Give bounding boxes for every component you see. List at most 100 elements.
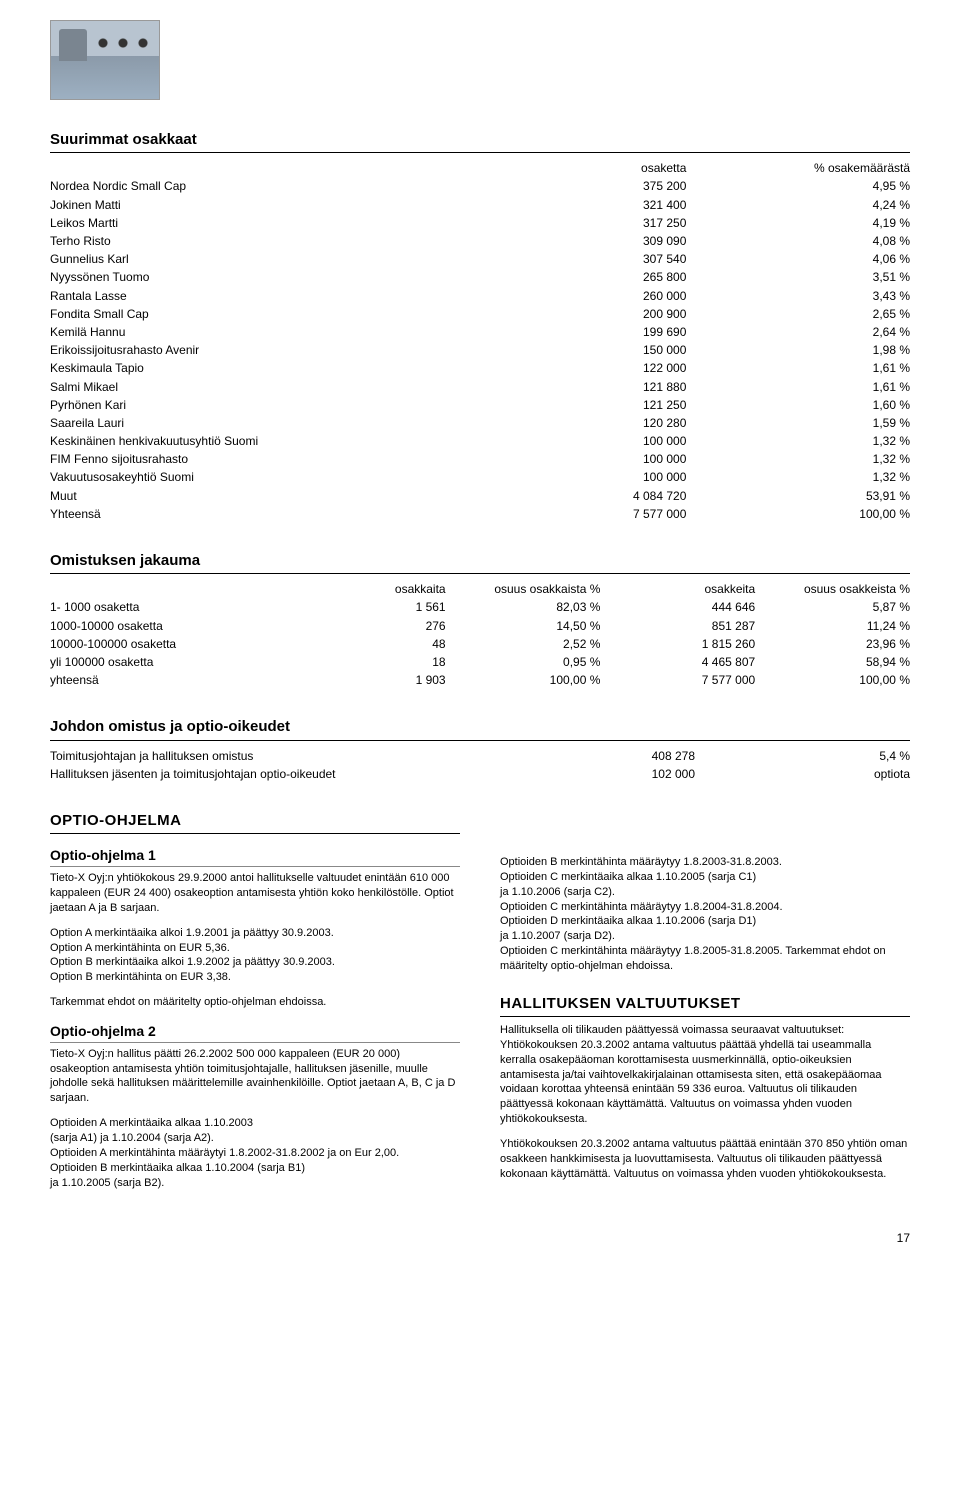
table-row: Rantala Lasse260 0003,43 % xyxy=(50,287,910,305)
auth-para-b: Yhtiökokouksen 20.3.2002 antama valtuutu… xyxy=(500,1137,910,1182)
table-cell: 121 250 xyxy=(463,396,687,414)
table-row: Fondita Small Cap200 9002,65 % xyxy=(50,305,910,323)
mgmt-title: Johdon omistus ja optio-oikeudet xyxy=(50,717,910,740)
table-cell: 1,59 % xyxy=(686,414,910,432)
table-cell: 1,60 % xyxy=(686,396,910,414)
table-cell: 0,95 % xyxy=(446,653,601,671)
table-cell: 260 000 xyxy=(463,287,687,305)
table-cell: 276 xyxy=(291,617,446,635)
table-cell: Toimitusjohtajan ja hallituksen omistus xyxy=(50,747,523,765)
table-header: osuus osakkeista % xyxy=(755,580,910,598)
table-row: Keskinäinen henkivakuutusyhtiö Suomi100 … xyxy=(50,432,910,450)
table-row: FIM Fenno sijoitusrahasto100 0001,32 % xyxy=(50,450,910,468)
table-cell: Salmi Mikael xyxy=(50,378,463,396)
header-photo xyxy=(50,20,160,100)
table-cell: 10000-100000 osaketta xyxy=(50,635,291,653)
table-cell: Nordea Nordic Small Cap xyxy=(50,177,463,195)
table-row: yhteensä1 903100,00 %7 577 000100,00 % xyxy=(50,671,910,689)
table-cell: 1 815 260 xyxy=(600,635,755,653)
table-cell: 122 000 xyxy=(463,359,687,377)
table-header xyxy=(50,580,291,598)
table-cell: Keskinäinen henkivakuutusyhtiö Suomi xyxy=(50,432,463,450)
table-cell: Pyrhönen Kari xyxy=(50,396,463,414)
table-cell: 321 400 xyxy=(463,196,687,214)
table-cell: 5,87 % xyxy=(755,598,910,616)
table-row: Keskimaula Tapio122 0001,61 % xyxy=(50,359,910,377)
table-cell: 4,95 % xyxy=(686,177,910,195)
table-header: osakkeita xyxy=(600,580,755,598)
table-cell: 2,52 % xyxy=(446,635,601,653)
table-cell: 100 000 xyxy=(463,432,687,450)
table-header: osakkaita xyxy=(291,580,446,598)
table-row: Nordea Nordic Small Cap375 2004,95 % xyxy=(50,177,910,195)
table-cell: Keskimaula Tapio xyxy=(50,359,463,377)
auth-heading: HALLITUKSEN VALTUUTUKSET xyxy=(500,994,910,1017)
table-cell: 121 880 xyxy=(463,378,687,396)
table-cell: optiota xyxy=(695,765,910,783)
table-row: 1000-10000 osaketta27614,50 %851 28711,2… xyxy=(50,617,910,635)
table-row: Jokinen Matti321 4004,24 % xyxy=(50,196,910,214)
table-row: Vakuutusosakeyhtiö Suomi100 0001,32 % xyxy=(50,468,910,486)
table-cell: 200 900 xyxy=(463,305,687,323)
table-cell: Erikoissijoitusrahasto Avenir xyxy=(50,341,463,359)
table-row: Pyrhönen Kari121 2501,60 % xyxy=(50,396,910,414)
optio1-para-a: Tieto-X Oyj:n yhtiökokous 29.9.2000 anto… xyxy=(50,871,460,916)
table-cell: 100,00 % xyxy=(755,671,910,689)
table-cell: 1,32 % xyxy=(686,450,910,468)
table-cell: 58,94 % xyxy=(755,653,910,671)
table-cell: 3,51 % xyxy=(686,268,910,286)
table-cell: 2,64 % xyxy=(686,323,910,341)
table-cell: 1,32 % xyxy=(686,468,910,486)
table-cell: 48 xyxy=(291,635,446,653)
shareholders-table: osaketta% osakemäärästä Nordea Nordic Sm… xyxy=(50,159,910,523)
table-cell: Terho Risto xyxy=(50,232,463,250)
optio1-title: Optio-ohjelma 1 xyxy=(50,846,460,867)
table-cell: 375 200 xyxy=(463,177,687,195)
table-cell: 199 690 xyxy=(463,323,687,341)
table-row: Erikoissijoitusrahasto Avenir150 0001,98… xyxy=(50,341,910,359)
table-row: Toimitusjohtajan ja hallituksen omistus4… xyxy=(50,747,910,765)
table-row: Leikos Martti317 2504,19 % xyxy=(50,214,910,232)
optio1-para-c: Tarkemmat ehdot on määritelty optio-ohje… xyxy=(50,995,460,1010)
table-cell: Rantala Lasse xyxy=(50,287,463,305)
table-cell: 4 084 720 xyxy=(463,487,687,505)
table-cell: 82,03 % xyxy=(446,598,601,616)
table-cell: Saareila Lauri xyxy=(50,414,463,432)
table-row: Muut4 084 72053,91 % xyxy=(50,487,910,505)
table-cell: 100,00 % xyxy=(686,505,910,523)
table-row: Nyyssönen Tuomo265 8003,51 % xyxy=(50,268,910,286)
left-column: OPTIO-OHJELMA Optio-ohjelma 1 Tieto-X Oy… xyxy=(50,811,460,1200)
table-cell: 53,91 % xyxy=(686,487,910,505)
table-cell: 3,43 % xyxy=(686,287,910,305)
table-row: Terho Risto309 0904,08 % xyxy=(50,232,910,250)
table-cell: 1 561 xyxy=(291,598,446,616)
table-cell: Hallituksen jäsenten ja toimitusjohtajan… xyxy=(50,765,523,783)
table-cell: 1- 1000 osaketta xyxy=(50,598,291,616)
auth-para-a: Hallituksella oli tilikauden päättyessä … xyxy=(500,1023,910,1127)
table-header: osuus osakkaista % xyxy=(446,580,601,598)
table-cell: Leikos Martti xyxy=(50,214,463,232)
table-cell: 4,24 % xyxy=(686,196,910,214)
table-cell: 309 090 xyxy=(463,232,687,250)
table-cell: 4,06 % xyxy=(686,250,910,268)
table-cell: Fondita Small Cap xyxy=(50,305,463,323)
table-cell: Vakuutusosakeyhtiö Suomi xyxy=(50,468,463,486)
shareholders-title: Suurimmat osakkaat xyxy=(50,130,910,153)
table-row: Hallituksen jäsenten ja toimitusjohtajan… xyxy=(50,765,910,783)
mgmt-block: Johdon omistus ja optio-oikeudet Toimitu… xyxy=(50,717,910,783)
distribution-title: Omistuksen jakauma xyxy=(50,551,910,574)
table-cell: yhteensä xyxy=(50,671,291,689)
table-cell: 307 540 xyxy=(463,250,687,268)
table-cell: 1,61 % xyxy=(686,378,910,396)
table-cell: 408 278 xyxy=(523,747,695,765)
page-number: 17 xyxy=(50,1230,910,1246)
optio2-para-b: Optioiden A merkintäaika alkaa 1.10.2003… xyxy=(50,1116,460,1190)
table-row: Yhteensä7 577 000100,00 % xyxy=(50,505,910,523)
table-cell: 1,61 % xyxy=(686,359,910,377)
table-row: Kemilä Hannu199 6902,64 % xyxy=(50,323,910,341)
table-cell: Muut xyxy=(50,487,463,505)
table-cell: 1 903 xyxy=(291,671,446,689)
table-cell: 4,19 % xyxy=(686,214,910,232)
table-cell: Yhteensä xyxy=(50,505,463,523)
optio1-para-b: Option A merkintäaika alkoi 1.9.2001 ja … xyxy=(50,926,460,985)
